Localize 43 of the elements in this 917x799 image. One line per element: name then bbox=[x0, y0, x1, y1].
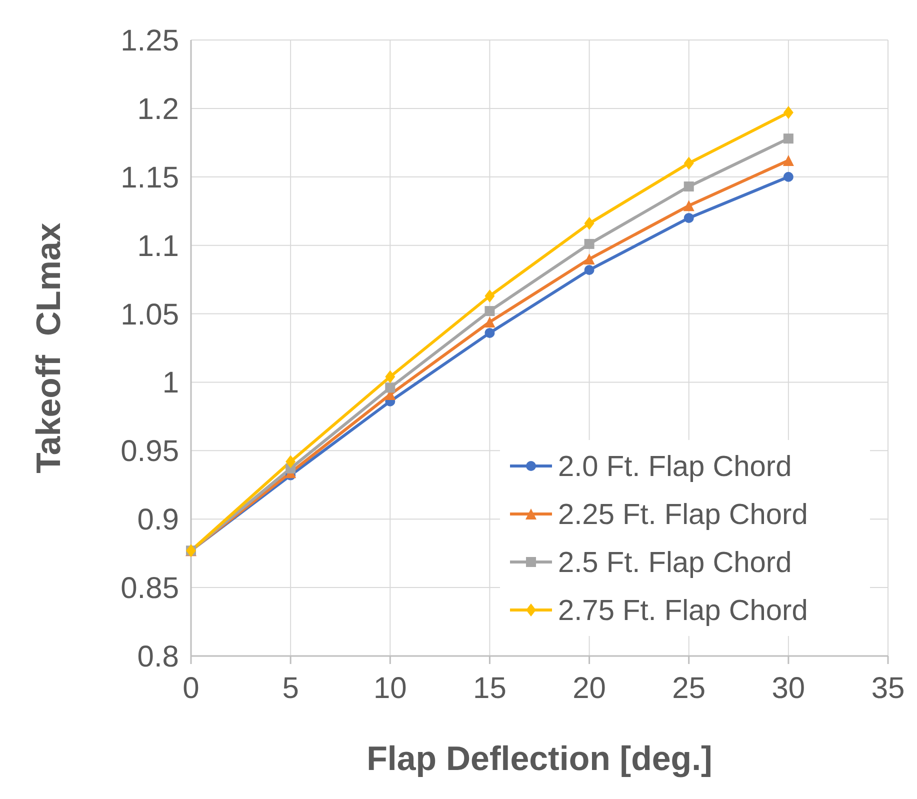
point bbox=[385, 370, 396, 384]
point bbox=[484, 316, 496, 328]
point bbox=[783, 172, 794, 182]
x-tick-label: 15 bbox=[473, 672, 506, 705]
x-tick-label: 0 bbox=[182, 672, 200, 705]
point bbox=[684, 156, 694, 170]
legend-label: 2.0 Ft. Flap Chord bbox=[558, 451, 792, 484]
y-tick-label: 0.8 bbox=[137, 640, 179, 674]
y-axis-title: Takeoff CLmax bbox=[30, 222, 68, 474]
point bbox=[385, 382, 396, 393]
point bbox=[484, 289, 495, 302]
point bbox=[484, 328, 495, 338]
point bbox=[286, 455, 296, 468]
point bbox=[684, 212, 694, 223]
point bbox=[782, 154, 794, 166]
y-tick-label: 0.85 bbox=[120, 572, 179, 606]
point bbox=[783, 106, 794, 120]
y-tick-label: 1.1 bbox=[137, 230, 179, 263]
y-tick-label: 1.05 bbox=[120, 298, 179, 332]
y-tick-label: 1.2 bbox=[137, 92, 179, 126]
point bbox=[683, 200, 694, 212]
point bbox=[584, 216, 594, 230]
y-tick-label: 1.15 bbox=[120, 161, 179, 194]
point bbox=[584, 238, 594, 249]
x-tick-label: 10 bbox=[373, 672, 407, 705]
point bbox=[684, 181, 694, 192]
y-tick-label: 0.9 bbox=[137, 504, 179, 537]
x-tick-label: 5 bbox=[282, 672, 299, 705]
point bbox=[584, 264, 594, 275]
legend-label: 2.5 Ft. Flap Chord bbox=[558, 547, 792, 580]
point bbox=[783, 134, 794, 144]
x-axis-title: Flap Deflection [deg.] bbox=[366, 740, 712, 778]
y-tick-label: 1 bbox=[162, 366, 179, 400]
x-tick-label: 35 bbox=[871, 672, 905, 705]
x-tick-label: 30 bbox=[772, 672, 806, 705]
x-tick-label: 20 bbox=[572, 672, 606, 705]
point bbox=[584, 254, 595, 265]
x-tick-label: 25 bbox=[672, 672, 706, 705]
y-tick-label: 1.25 bbox=[120, 24, 179, 58]
legend-label: 2.25 Ft. Flap Chord bbox=[558, 499, 808, 532]
legend-label: 2.75 Ft. Flap Chord bbox=[558, 595, 808, 628]
y-tick-label: 0.95 bbox=[120, 435, 179, 468]
point bbox=[484, 306, 495, 316]
